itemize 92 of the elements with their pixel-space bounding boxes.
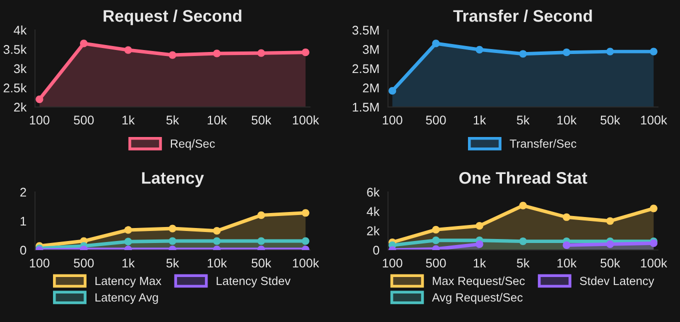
x-tick-label: 5k — [166, 115, 180, 125]
point — [562, 213, 570, 221]
point — [80, 40, 88, 48]
x-tick-label: 10k — [208, 115, 227, 125]
point — [519, 202, 527, 210]
x-tick-label: 500 — [426, 116, 446, 125]
y-tick-label: 2M — [362, 84, 379, 92]
x-tick-label: 5k — [516, 258, 530, 268]
point — [124, 46, 132, 54]
point — [432, 40, 440, 48]
y-tick-label: 4k — [366, 206, 380, 216]
y-tick-label: 3k — [14, 64, 27, 74]
point — [562, 48, 570, 56]
x-tick-label: 50k — [252, 258, 272, 268]
point — [476, 222, 484, 230]
x-tick-label: 50k — [600, 115, 620, 125]
point — [650, 48, 658, 56]
y-tick-label: 2k — [14, 102, 27, 112]
point — [168, 51, 176, 59]
point — [124, 238, 132, 246]
point — [432, 226, 440, 234]
x-tick-label: 1k — [122, 115, 135, 124]
y-tick-label: 0 — [20, 246, 26, 255]
legend-label: Avg Request/Sec — [432, 292, 523, 304]
y-tick-label: 2.5M — [352, 64, 379, 74]
point — [257, 49, 266, 57]
x-tick-label: 500 — [74, 116, 94, 125]
point — [36, 95, 44, 104]
x-tick-label: 100k — [292, 115, 320, 125]
point — [650, 204, 658, 212]
point — [257, 211, 266, 220]
y-tick-label: 1.5M — [352, 102, 379, 112]
point — [213, 227, 221, 235]
x-tick-label: 1k — [474, 115, 486, 124]
point — [213, 237, 221, 245]
point — [124, 226, 132, 234]
x-tick-label: 100k — [641, 115, 668, 125]
y-tick-label: 3M — [362, 45, 379, 54]
y-tick-label: 4k — [14, 25, 27, 35]
x-tick-label: 5k — [166, 258, 180, 268]
y-tick-label: 3.5M — [352, 26, 379, 35]
point — [519, 237, 527, 246]
x-tick-label: 100 — [30, 258, 50, 268]
legend-label: Latency Avg — [96, 293, 158, 304]
x-tick-label: 100 — [30, 116, 50, 125]
x-tick-label: 5k — [516, 115, 530, 125]
point — [302, 237, 310, 245]
point — [168, 237, 176, 245]
legend-label: Latency Max — [96, 276, 162, 288]
x-tick-label: 100 — [382, 258, 402, 268]
point — [606, 240, 614, 248]
point — [606, 48, 614, 56]
y-tick-label: 6k — [367, 187, 380, 197]
x-tick-label: 10k — [557, 115, 577, 125]
x-tick-label: 500 — [74, 258, 94, 268]
point — [257, 237, 266, 245]
chart-title: Transfer / Second — [453, 10, 592, 22]
y-tick-label: 1 — [20, 216, 26, 226]
y-tick-label: 2 — [20, 188, 26, 197]
legend-label: Req/Sec — [170, 139, 215, 150]
point — [168, 224, 176, 232]
point — [562, 241, 570, 249]
x-tick-label: 100k — [641, 258, 668, 268]
legend-label: Stdev Latency — [580, 276, 654, 288]
chart-title: One Thread Stat — [459, 172, 588, 184]
point — [432, 236, 440, 244]
y-tick-label: 0 — [373, 246, 380, 255]
x-tick-label: 100 — [382, 116, 402, 125]
point — [302, 209, 310, 217]
point — [606, 217, 614, 225]
x-tick-label: 50k — [252, 115, 272, 125]
point — [476, 46, 484, 54]
y-tick-label: 3.5k — [4, 44, 27, 54]
legend-label: Max Request/Sec — [432, 276, 525, 288]
x-tick-label: 1k — [474, 258, 486, 268]
y-tick-label: 2k — [367, 226, 380, 236]
point — [388, 87, 396, 95]
chart-title: Latency — [142, 172, 204, 188]
y-tick-label: 2.5k — [4, 83, 27, 92]
point — [302, 48, 310, 56]
x-tick-label: 500 — [426, 258, 446, 268]
legend-label: Latency Stdev — [216, 276, 291, 288]
point — [519, 50, 527, 58]
x-tick-label: 100k — [292, 258, 320, 268]
point — [213, 50, 221, 58]
point — [476, 240, 484, 248]
x-tick-label: 10k — [208, 258, 227, 268]
legend-label: Transfer/Sec — [510, 139, 576, 148]
x-tick-label: 50k — [600, 258, 620, 268]
chart-title: Request / Second — [104, 10, 242, 26]
x-tick-label: 10k — [557, 258, 577, 268]
x-tick-label: 1k — [122, 258, 135, 268]
